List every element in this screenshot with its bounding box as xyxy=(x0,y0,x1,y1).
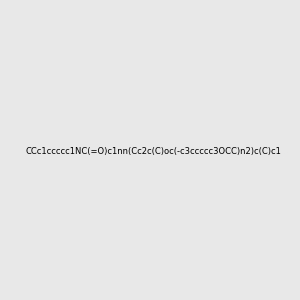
Text: CCc1ccccc1NC(=O)c1nn(Cc2c(C)oc(-c3ccccc3OCC)n2)c(C)c1: CCc1ccccc1NC(=O)c1nn(Cc2c(C)oc(-c3ccccc3… xyxy=(26,147,282,156)
